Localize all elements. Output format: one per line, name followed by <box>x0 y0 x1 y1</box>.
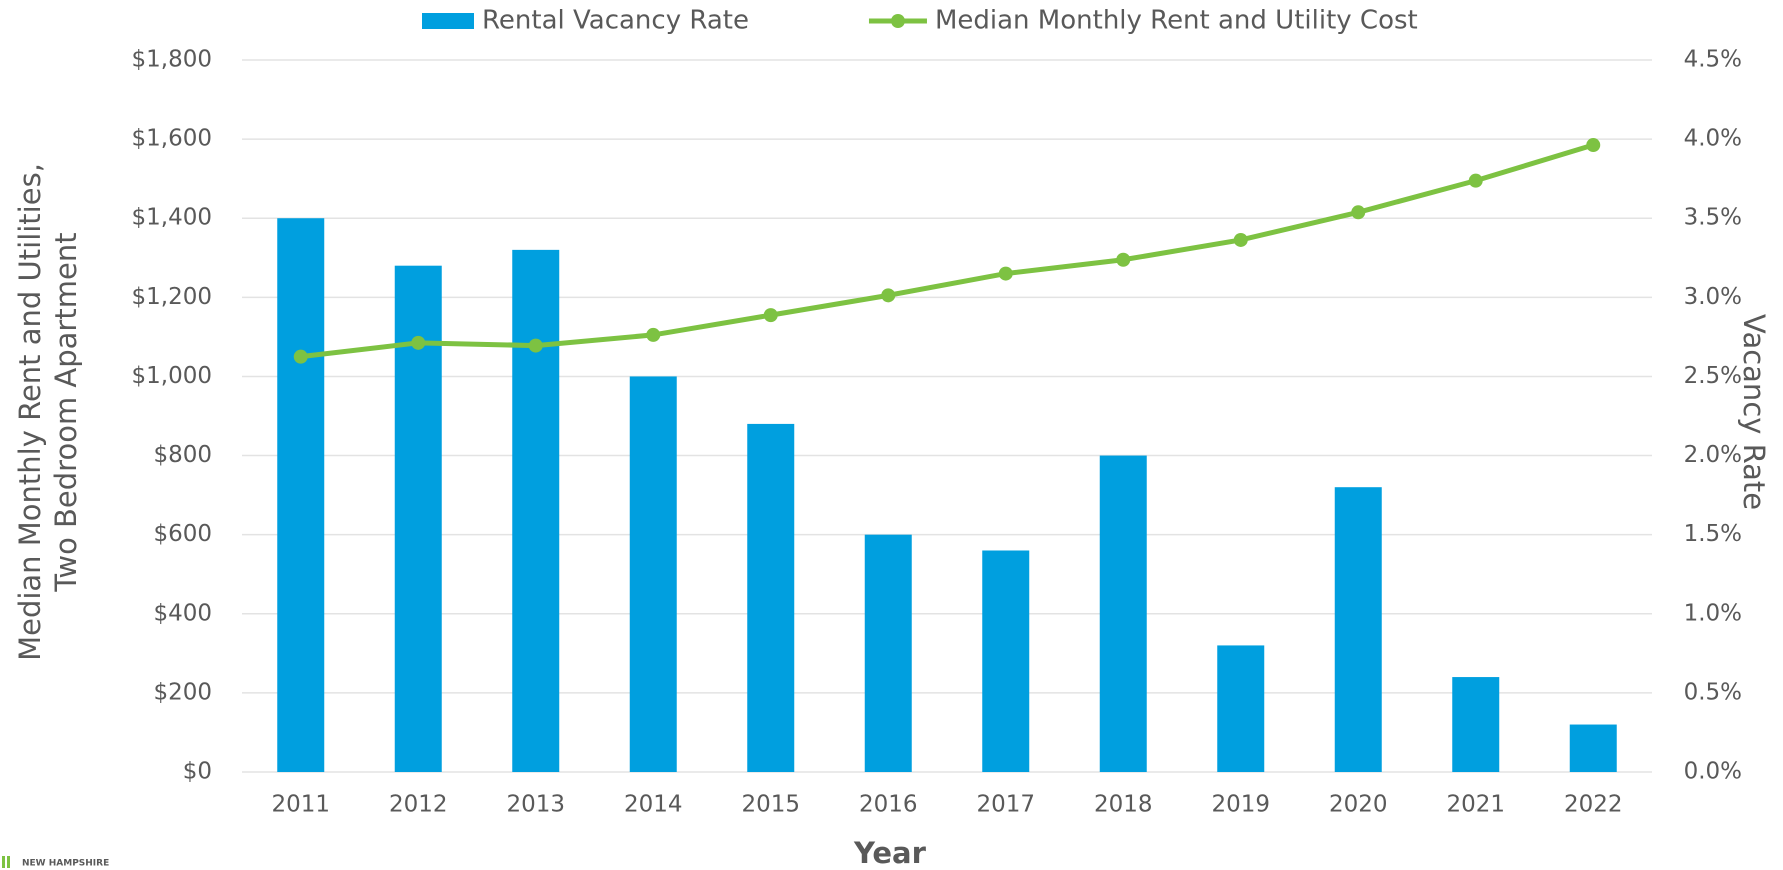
bar <box>1569 724 1617 772</box>
y2-tick-label: 4.0% <box>1684 126 1742 152</box>
y-tick-label: $1,400 <box>132 205 212 231</box>
y2-tick-label: 2.0% <box>1684 442 1742 468</box>
line-point <box>1468 173 1483 188</box>
line-point <box>881 288 896 303</box>
legend-swatch <box>422 13 474 29</box>
bar <box>982 550 1030 772</box>
y2-tick-label: 4.5% <box>1684 47 1742 73</box>
x-tick-label: 2020 <box>1329 792 1388 818</box>
line-point <box>1233 232 1248 247</box>
x-tick-label: 2022 <box>1564 792 1623 818</box>
y2-tick-label: 0.0% <box>1684 759 1742 785</box>
bar <box>277 218 325 772</box>
y2-tick-label: 0.5% <box>1684 679 1742 705</box>
y2-axis-title: Vacancy Rate <box>1737 314 1771 510</box>
y-tick-label: $400 <box>153 600 212 626</box>
x-tick-label: 2018 <box>1094 792 1153 818</box>
line-point <box>1586 138 1601 153</box>
y2-tick-label: 1.0% <box>1684 600 1742 626</box>
y-tick-label: $600 <box>153 521 212 547</box>
y-tick-label: $1,600 <box>132 126 212 152</box>
line-point <box>998 266 1013 281</box>
line-point <box>1116 252 1131 267</box>
x-tick-label: 2014 <box>624 792 683 818</box>
line-point <box>1351 205 1366 220</box>
x-tick-label: 2021 <box>1446 792 1505 818</box>
bar <box>1099 455 1147 772</box>
line-point <box>646 327 661 342</box>
y-axis-title: Median Monthly Rent and Utilities, <box>13 163 47 661</box>
footer-logo <box>7 856 10 868</box>
line-point <box>528 338 543 353</box>
bar <box>1217 645 1265 772</box>
y-tick-label: $1,800 <box>132 47 212 73</box>
x-axis-title: Year <box>853 836 927 870</box>
y-tick-label: $200 <box>153 679 212 705</box>
x-tick-label: 2016 <box>859 792 918 818</box>
y-tick-label: $0 <box>183 759 212 785</box>
bar <box>1452 677 1500 772</box>
line <box>300 142 1594 360</box>
bar <box>747 423 795 772</box>
y-axis-title: Two Bedroom Apartment <box>49 232 83 592</box>
y2-tick-label: 2.5% <box>1684 363 1742 389</box>
footer-logo <box>2 856 5 868</box>
bar <box>629 376 677 772</box>
bar <box>1334 487 1382 772</box>
y2-tick-label: 3.5% <box>1684 205 1742 231</box>
bar <box>394 265 442 772</box>
x-tick-label: 2013 <box>506 792 565 818</box>
y2-tick-label: 1.5% <box>1684 521 1742 547</box>
x-tick-label: 2011 <box>271 792 330 818</box>
x-tick-label: 2017 <box>976 792 1035 818</box>
y2-tick-label: 3.0% <box>1684 284 1742 310</box>
legend-label: Rental Vacancy Rate <box>482 6 749 36</box>
line-point <box>763 308 778 323</box>
x-tick-label: 2012 <box>389 792 448 818</box>
bar <box>512 249 560 772</box>
y-tick-label: $800 <box>153 442 212 468</box>
y-tick-label: $1,200 <box>132 284 212 310</box>
bar <box>864 534 912 772</box>
footer: NEW HAMPSHIRE <box>22 859 109 869</box>
y-tick-label: $1,000 <box>132 363 212 389</box>
line-point <box>293 349 308 364</box>
line-point <box>411 335 426 350</box>
x-tick-label: 2019 <box>1211 792 1270 818</box>
legend-swatch <box>890 14 905 28</box>
legend-label: Median Monthly Rent and Utility Cost <box>935 6 1418 36</box>
x-tick-label: 2015 <box>741 792 800 818</box>
